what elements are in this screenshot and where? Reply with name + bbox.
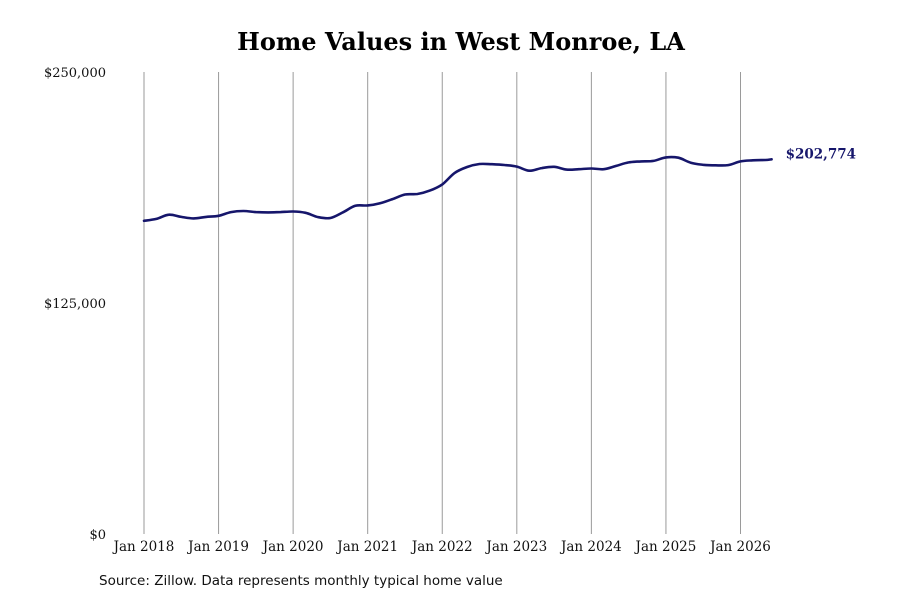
y-tick-label: $0 bbox=[89, 528, 106, 543]
y-tick-label: $250,000 bbox=[44, 66, 106, 81]
y-axis-ticks: $0 $125,000 $250,000 bbox=[44, 66, 106, 543]
x-tick-label: Jan 2024 bbox=[559, 539, 622, 555]
end-value-label: $202,774 bbox=[786, 146, 856, 162]
x-tick-label: Jan 2026 bbox=[708, 539, 771, 555]
x-tick-label: Jan 2020 bbox=[261, 539, 324, 555]
chart-title: Home Values in West Monroe, LA bbox=[237, 27, 685, 56]
x-tick-label: Jan 2021 bbox=[335, 539, 398, 555]
x-tick-label: Jan 2019 bbox=[186, 539, 249, 555]
x-tick-label: Jan 2023 bbox=[484, 539, 547, 555]
grid-lines bbox=[143, 72, 741, 534]
x-axis-ticks: Jan 2018 Jan 2019 Jan 2020 Jan 2021 Jan 2022… bbox=[112, 539, 771, 555]
y-tick-label: $125,000 bbox=[44, 297, 106, 312]
end-value-label-layer: $202,774 bbox=[786, 146, 856, 162]
series-layer bbox=[142, 155, 773, 223]
x-tick-label: Jan 2022 bbox=[410, 539, 473, 555]
source-note: Source: Zillow. Data represents monthly … bbox=[99, 573, 503, 589]
x-tick-label: Jan 2025 bbox=[634, 539, 697, 555]
series-line bbox=[142, 155, 773, 223]
x-tick-label: Jan 2018 bbox=[112, 539, 175, 555]
